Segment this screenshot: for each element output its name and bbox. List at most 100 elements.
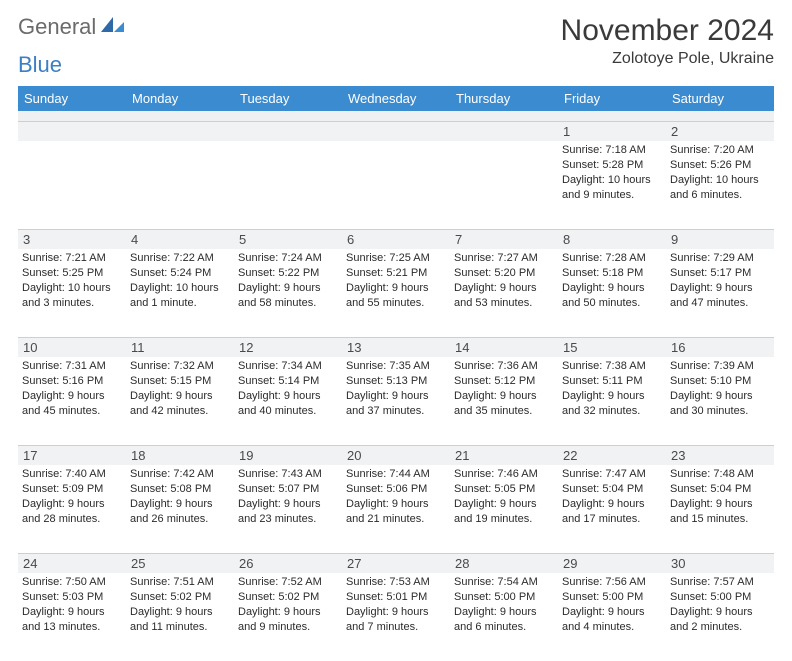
day-number: 27 bbox=[342, 553, 450, 573]
day-number: 7 bbox=[450, 229, 558, 249]
day-number: 11 bbox=[126, 337, 234, 357]
day-cell: Sunrise: 7:20 AMSunset: 5:26 PMDaylight:… bbox=[666, 141, 774, 229]
day-cell bbox=[450, 141, 558, 229]
daylight-text: Daylight: 9 hours bbox=[130, 605, 230, 620]
daylight-text: and 23 minutes. bbox=[238, 512, 338, 527]
daylight-text: Daylight: 9 hours bbox=[346, 389, 446, 404]
daylight-text: Daylight: 9 hours bbox=[238, 281, 338, 296]
daylight-text: and 1 minute. bbox=[130, 296, 230, 311]
daylight-text: Daylight: 9 hours bbox=[238, 389, 338, 404]
daylight-text: Daylight: 9 hours bbox=[670, 281, 770, 296]
sunset-text: Sunset: 5:02 PM bbox=[238, 590, 338, 605]
daynum-row: 12 bbox=[18, 121, 774, 141]
sunrise-text: Sunrise: 7:52 AM bbox=[238, 575, 338, 590]
sunrise-text: Sunrise: 7:34 AM bbox=[238, 359, 338, 374]
daylight-text: and 50 minutes. bbox=[562, 296, 662, 311]
day-number: 5 bbox=[234, 229, 342, 249]
day-number: 20 bbox=[342, 445, 450, 465]
day-number bbox=[126, 121, 234, 141]
sunset-text: Sunset: 5:14 PM bbox=[238, 374, 338, 389]
day-cell: Sunrise: 7:42 AMSunset: 5:08 PMDaylight:… bbox=[126, 465, 234, 553]
daylight-text: and 53 minutes. bbox=[454, 296, 554, 311]
sunrise-text: Sunrise: 7:36 AM bbox=[454, 359, 554, 374]
day-number: 1 bbox=[558, 121, 666, 141]
brand-logo: General bbox=[18, 14, 128, 40]
daylight-text: and 7 minutes. bbox=[346, 620, 446, 635]
day-cell: Sunrise: 7:36 AMSunset: 5:12 PMDaylight:… bbox=[450, 357, 558, 445]
day-number: 9 bbox=[666, 229, 774, 249]
sunrise-text: Sunrise: 7:38 AM bbox=[562, 359, 662, 374]
sunset-text: Sunset: 5:28 PM bbox=[562, 158, 662, 173]
sunset-text: Sunset: 5:20 PM bbox=[454, 266, 554, 281]
daylight-text: and 30 minutes. bbox=[670, 404, 770, 419]
day-cell: Sunrise: 7:48 AMSunset: 5:04 PMDaylight:… bbox=[666, 465, 774, 553]
day-number: 3 bbox=[18, 229, 126, 249]
sunrise-text: Sunrise: 7:51 AM bbox=[130, 575, 230, 590]
day-cell: Sunrise: 7:40 AMSunset: 5:09 PMDaylight:… bbox=[18, 465, 126, 553]
daylight-text: and 42 minutes. bbox=[130, 404, 230, 419]
sunrise-text: Sunrise: 7:48 AM bbox=[670, 467, 770, 482]
daylight-text: Daylight: 9 hours bbox=[22, 497, 122, 512]
day-cell: Sunrise: 7:22 AMSunset: 5:24 PMDaylight:… bbox=[126, 249, 234, 337]
daylight-text: Daylight: 9 hours bbox=[346, 605, 446, 620]
sunset-text: Sunset: 5:03 PM bbox=[22, 590, 122, 605]
daylight-text: and 9 minutes. bbox=[238, 620, 338, 635]
day-number: 2 bbox=[666, 121, 774, 141]
daylight-text: Daylight: 9 hours bbox=[454, 605, 554, 620]
sunrise-text: Sunrise: 7:46 AM bbox=[454, 467, 554, 482]
day-cell bbox=[342, 141, 450, 229]
day-cell: Sunrise: 7:56 AMSunset: 5:00 PMDaylight:… bbox=[558, 573, 666, 661]
day-cell: Sunrise: 7:53 AMSunset: 5:01 PMDaylight:… bbox=[342, 573, 450, 661]
daylight-text: Daylight: 9 hours bbox=[22, 605, 122, 620]
sunset-text: Sunset: 5:16 PM bbox=[22, 374, 122, 389]
week-row: Sunrise: 7:21 AMSunset: 5:25 PMDaylight:… bbox=[18, 249, 774, 337]
sunrise-text: Sunrise: 7:22 AM bbox=[130, 251, 230, 266]
sunrise-text: Sunrise: 7:31 AM bbox=[22, 359, 122, 374]
daylight-text: and 15 minutes. bbox=[670, 512, 770, 527]
sunrise-text: Sunrise: 7:35 AM bbox=[346, 359, 446, 374]
day-cell: Sunrise: 7:28 AMSunset: 5:18 PMDaylight:… bbox=[558, 249, 666, 337]
sunrise-text: Sunrise: 7:18 AM bbox=[562, 143, 662, 158]
sunrise-text: Sunrise: 7:53 AM bbox=[346, 575, 446, 590]
day-cell: Sunrise: 7:44 AMSunset: 5:06 PMDaylight:… bbox=[342, 465, 450, 553]
daylight-text: and 13 minutes. bbox=[22, 620, 122, 635]
day-number: 22 bbox=[558, 445, 666, 465]
week-row: Sunrise: 7:40 AMSunset: 5:09 PMDaylight:… bbox=[18, 465, 774, 553]
sunset-text: Sunset: 5:08 PM bbox=[130, 482, 230, 497]
day-cell: Sunrise: 7:27 AMSunset: 5:20 PMDaylight:… bbox=[450, 249, 558, 337]
day-number: 10 bbox=[18, 337, 126, 357]
calendar-grid: Sunday Monday Tuesday Wednesday Thursday… bbox=[18, 86, 774, 661]
daynum-row: 24252627282930 bbox=[18, 553, 774, 573]
daylight-text: and 32 minutes. bbox=[562, 404, 662, 419]
daylight-text: and 47 minutes. bbox=[670, 296, 770, 311]
daynum-row: 10111213141516 bbox=[18, 337, 774, 357]
dow-friday: Friday bbox=[558, 86, 666, 111]
sunrise-text: Sunrise: 7:42 AM bbox=[130, 467, 230, 482]
daylight-text: and 19 minutes. bbox=[454, 512, 554, 527]
sunset-text: Sunset: 5:00 PM bbox=[454, 590, 554, 605]
dow-saturday: Saturday bbox=[666, 86, 774, 111]
daylight-text: Daylight: 9 hours bbox=[562, 389, 662, 404]
day-cell: Sunrise: 7:21 AMSunset: 5:25 PMDaylight:… bbox=[18, 249, 126, 337]
daylight-text: Daylight: 9 hours bbox=[670, 389, 770, 404]
daynum-row: 17181920212223 bbox=[18, 445, 774, 465]
daylight-text: Daylight: 9 hours bbox=[238, 497, 338, 512]
week-row: Sunrise: 7:31 AMSunset: 5:16 PM Daylight:… bbox=[18, 357, 774, 445]
daylight-text: Daylight: 9 hours bbox=[454, 497, 554, 512]
daylight-text: and 40 minutes. bbox=[238, 404, 338, 419]
day-cell: Sunrise: 7:57 AMSunset: 5:00 PMDaylight:… bbox=[666, 573, 774, 661]
day-number: 24 bbox=[18, 553, 126, 573]
daylight-text: Daylight: 9 hours bbox=[562, 497, 662, 512]
day-number: 19 bbox=[234, 445, 342, 465]
day-number: 4 bbox=[126, 229, 234, 249]
day-number bbox=[234, 121, 342, 141]
daylight-text: and 26 minutes. bbox=[130, 512, 230, 527]
daylight-text: and 35 minutes. bbox=[454, 404, 554, 419]
daylight-text: Daylight: 9 hours bbox=[130, 389, 230, 404]
day-cell bbox=[18, 141, 126, 229]
daylight-text: and 4 minutes. bbox=[562, 620, 662, 635]
daylight-text: and 21 minutes. bbox=[346, 512, 446, 527]
day-number: 12 bbox=[234, 337, 342, 357]
brand-part1: General bbox=[18, 14, 96, 40]
day-number: 25 bbox=[126, 553, 234, 573]
